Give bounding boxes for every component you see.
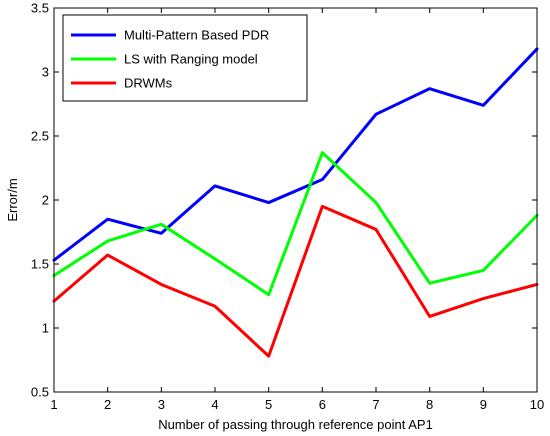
y-tick-label: 2.5 xyxy=(31,129,49,144)
x-tick-label: 6 xyxy=(319,397,326,412)
legend: Multi-Pattern Based PDR LS with Ranging m… xyxy=(62,14,308,102)
x-tick-label: 9 xyxy=(480,397,487,412)
x-tick-label: 3 xyxy=(158,397,165,412)
series-line-3 xyxy=(52,204,539,358)
series-line-2 xyxy=(52,151,539,297)
y-tick-label: 0.5 xyxy=(31,385,49,400)
legend-label-1: Multi-Pattern Based PDR xyxy=(124,28,269,43)
x-axis-label: Number of passing through reference poin… xyxy=(158,417,433,432)
series-line-1 xyxy=(52,47,539,262)
legend-label-3: DRWMs xyxy=(124,76,173,91)
x-tick-label: 8 xyxy=(426,397,433,412)
series-layer xyxy=(52,47,539,358)
x-tick-label: 5 xyxy=(265,397,272,412)
x-tick-label: 7 xyxy=(372,397,379,412)
legend-label-2: LS with Ranging model xyxy=(124,52,258,67)
y-tick-label: 1.5 xyxy=(31,257,49,272)
x-tick-label: 1 xyxy=(50,397,57,412)
y-axis-label: Error/m xyxy=(5,178,20,221)
x-tick-label: 2 xyxy=(104,397,111,412)
axis-layer: 1 2 3 4 5 6 7 8 9 100.511.522.533.5 xyxy=(31,1,544,413)
y-tick-label: 1 xyxy=(42,321,49,336)
y-tick-label: 2 xyxy=(42,193,49,208)
x-tick-label: 10 xyxy=(530,397,544,412)
y-tick-label: 3 xyxy=(42,65,49,80)
y-tick-label: 3.5 xyxy=(31,1,49,16)
x-tick-label: 4 xyxy=(211,397,218,412)
